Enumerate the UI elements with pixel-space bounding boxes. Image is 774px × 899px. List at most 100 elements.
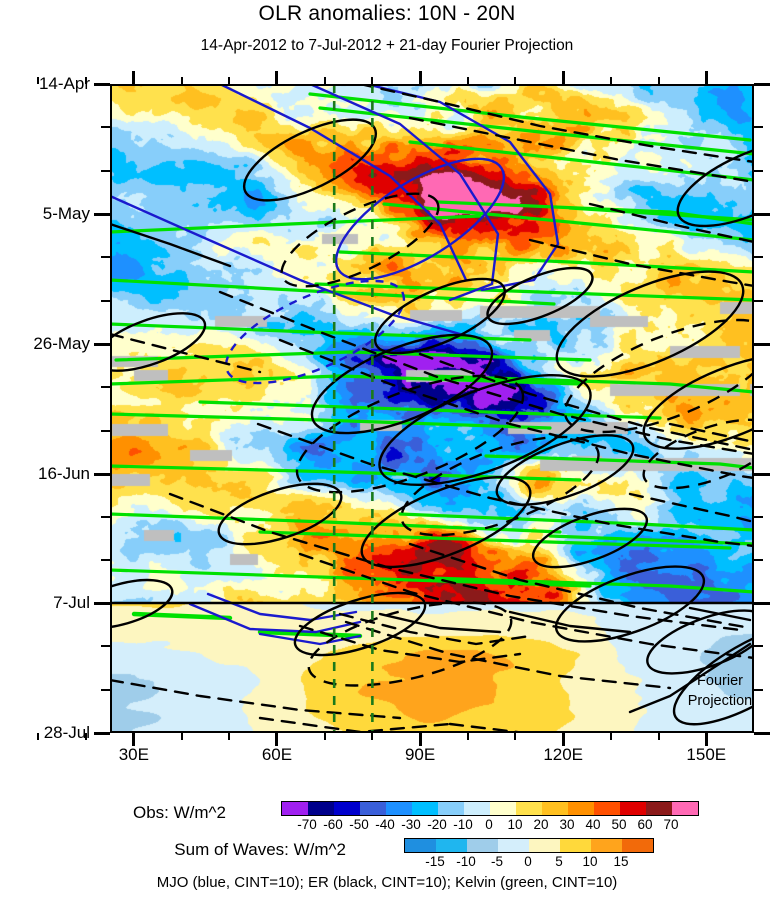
er-contour: [110, 312, 207, 372]
kelvin-contour: [382, 202, 754, 242]
waves-colorbar-tick: 5: [555, 854, 563, 869]
obs-color-swatch: [568, 802, 594, 815]
tick: [466, 733, 469, 740]
er-contour: [642, 418, 754, 490]
hovmoller-plot: [110, 84, 754, 733]
tick: [101, 126, 110, 129]
x-tick-label: 90E: [404, 745, 436, 764]
er-contour: [408, 542, 752, 630]
er-contour: [378, 373, 592, 487]
page-subtitle: 14-Apr-2012 to 7-Jul-2012 + 21-day Fouri…: [200, 37, 574, 54]
obs-colorbar-tick: -30: [401, 817, 421, 832]
er-contour: [555, 270, 745, 378]
er-contour: [110, 222, 232, 268]
kelvin-contour: [114, 350, 592, 362]
obs-color-swatch: [542, 802, 568, 815]
kelvin-contour: [110, 568, 592, 588]
er-contour: [508, 610, 632, 634]
y-tick-label: 7-Jul: [53, 593, 90, 612]
tick: [101, 516, 110, 518]
obs-color-swatch: [620, 802, 646, 815]
obs-colorbar-tick: 20: [533, 817, 549, 832]
obs-color-swatch: [464, 802, 490, 815]
tick: [754, 731, 770, 735]
tick: [754, 516, 763, 518]
kelvin-contour: [398, 512, 754, 532]
tick: [37, 77, 40, 84]
waves-legend-label: Sum of Waves: W/m^2: [174, 840, 346, 859]
tick: [101, 429, 110, 432]
tick: [323, 733, 326, 740]
tick: [754, 212, 770, 216]
kelvin-contour: [110, 512, 562, 534]
tick: [754, 559, 763, 561]
tick: [704, 733, 708, 746]
tick: [561, 733, 565, 746]
er-contour: [295, 374, 525, 494]
tick: [704, 71, 708, 84]
y-tick-label: 28-Jul: [43, 723, 90, 742]
tick: [609, 77, 612, 84]
obs-legend-label: Obs: W/m^2: [133, 803, 226, 822]
tick: [754, 126, 763, 129]
kelvin-contour: [436, 200, 754, 226]
tick: [371, 733, 374, 740]
obs-colorbar-tick: 50: [611, 817, 627, 832]
tick: [94, 212, 110, 216]
tick: [132, 71, 136, 84]
er-contour: [531, 507, 649, 569]
kelvin-contour: [338, 250, 754, 274]
tick: [94, 342, 110, 346]
obs-color-swatch: [360, 802, 386, 815]
waves-colorbar-tick: 0: [524, 854, 532, 869]
obs-colorbar-tick: 60: [637, 817, 653, 832]
obs-colorbar-tick: 70: [663, 817, 679, 832]
waves-color-swatch: [622, 839, 653, 852]
tick: [754, 386, 763, 389]
kelvin-contour: [428, 576, 754, 594]
er-contour: [168, 492, 742, 632]
kelvin-contour: [257, 629, 363, 639]
tick: [85, 77, 88, 84]
obs-colorbar-tick: -10: [453, 817, 473, 832]
waves-color-swatch: [560, 839, 591, 852]
obs-color-swatch: [438, 802, 464, 815]
er-contour: [448, 722, 536, 733]
waves-color-swatch: [498, 839, 529, 852]
er-contour: [218, 290, 754, 456]
er-contour: [676, 140, 754, 228]
obs-color-swatch: [490, 802, 516, 815]
y-tick-label: 14-Apr: [38, 74, 90, 93]
tick: [323, 77, 326, 84]
y-tick-label: 5-May: [42, 204, 90, 223]
tick: [754, 688, 763, 691]
tick: [754, 169, 763, 172]
waves-colorbar-tick: -15: [425, 854, 445, 869]
er-contour: [378, 612, 502, 634]
er-contour: [217, 482, 343, 546]
er-contour: [344, 620, 672, 690]
mjo-contour: [258, 632, 362, 646]
tick: [180, 733, 183, 740]
tick: [101, 169, 110, 172]
kelvin-contour: [568, 206, 754, 222]
tick: [101, 256, 110, 259]
obs-colorbar-tick: 10: [507, 817, 523, 832]
tick: [132, 733, 136, 746]
obs-color-swatch: [516, 802, 542, 815]
kelvin-contour: [428, 374, 754, 394]
tick: [94, 601, 110, 605]
x-tick-label: 120E: [543, 745, 584, 764]
er-contour: [486, 266, 594, 326]
tick: [101, 299, 110, 302]
tick: [94, 472, 110, 476]
obs-colorbar-tick: -40: [375, 817, 395, 832]
waves-colorbar-tick: 15: [613, 854, 629, 869]
er-contour: [400, 435, 600, 537]
obs-color-swatch: [334, 802, 360, 815]
obs-color-swatch: [308, 802, 334, 815]
fourier-note-line1: Fourier: [697, 673, 743, 689]
kelvin-contour: [484, 454, 754, 470]
waves-color-swatch: [529, 839, 560, 852]
er-contour: [110, 678, 402, 720]
